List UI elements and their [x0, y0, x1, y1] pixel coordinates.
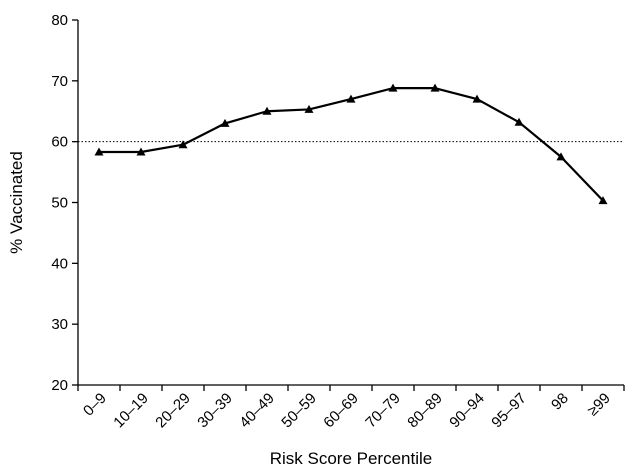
x-ticks: 0–9 10–19 20–29 30–39 40–49 50–59 60–69 70–79 80…: [77, 385, 625, 432]
x-tick-label: 20–29: [152, 390, 194, 432]
data-point: [430, 83, 440, 92]
x-tick-label: ≥99: [584, 390, 614, 420]
series-line: [99, 87, 604, 202]
y-tick-label: 80: [51, 12, 68, 29]
x-tick-label: 80–89: [404, 390, 446, 432]
x-tick-label: 40–49: [236, 390, 278, 432]
x-tick-label: 98: [548, 390, 572, 414]
y-tick-label: 20: [51, 377, 68, 394]
x-tick-label: 50–59: [278, 390, 320, 432]
data-point: [598, 196, 608, 205]
data-point: [514, 117, 524, 126]
x-tick-label: 30–39: [194, 390, 236, 432]
y-tick-label: 70: [51, 73, 68, 90]
y-ticks: 20 30 40 50 60 70 80: [51, 12, 78, 394]
y-tick-label: 50: [51, 195, 68, 212]
data-point: [388, 83, 398, 92]
x-tick-label: 70–79: [362, 390, 404, 432]
data-point: [220, 118, 230, 127]
data-point: [262, 106, 272, 115]
axes: [77, 20, 624, 386]
x-tick-label: 0–9: [80, 390, 110, 420]
y-tick-label: 40: [51, 255, 68, 272]
x-tick-label: 90–94: [446, 390, 488, 432]
x-tick-label: 60–69: [320, 390, 362, 432]
x-axis-title: Risk Score Percentile: [270, 449, 433, 468]
data-point: [136, 147, 146, 156]
data-point: [94, 147, 104, 156]
series-group: [94, 83, 608, 205]
y-tick-label: 60: [51, 134, 68, 151]
y-tick-label: 30: [51, 316, 68, 333]
x-tick-label: 10–19: [110, 390, 152, 432]
x-tick-label: 95–97: [488, 390, 530, 432]
y-axis-title: % Vaccinated: [7, 151, 26, 254]
data-point: [304, 104, 314, 113]
data-point: [472, 94, 482, 103]
data-point: [178, 140, 188, 149]
data-point: [556, 152, 566, 161]
data-point: [346, 94, 356, 103]
